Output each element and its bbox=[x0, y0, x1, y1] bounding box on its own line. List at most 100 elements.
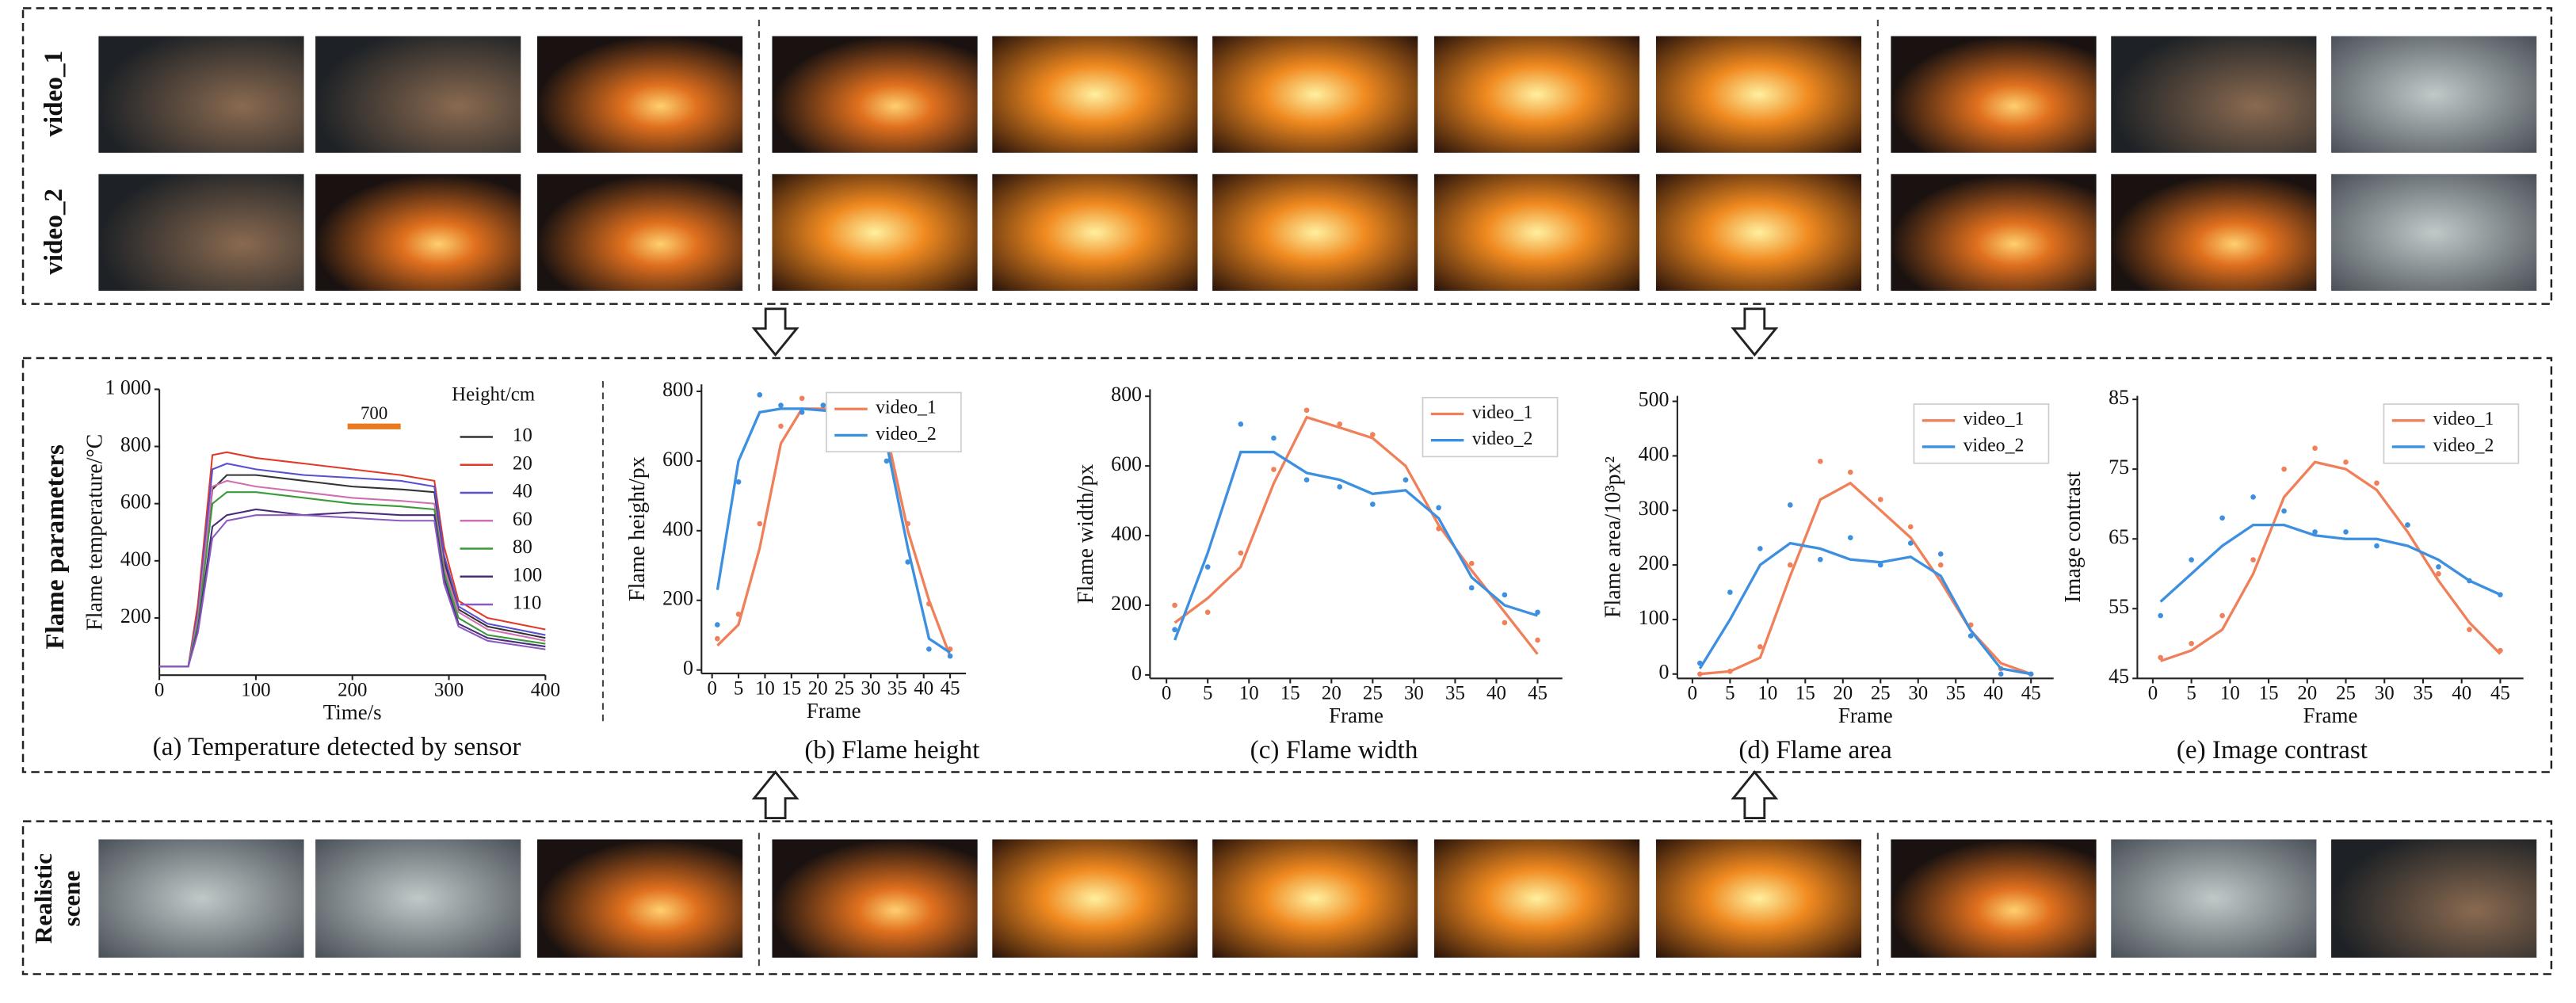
y-tick-label: 1 000 bbox=[105, 376, 151, 399]
data-point bbox=[778, 423, 784, 429]
photo bbox=[98, 839, 304, 958]
data-point bbox=[2467, 627, 2472, 632]
y-tick-label: 400 bbox=[1111, 522, 1142, 545]
data-point bbox=[2343, 460, 2349, 465]
row-label: video_2 bbox=[39, 189, 68, 275]
x-axis-label: Frame bbox=[1329, 704, 1383, 727]
data-point bbox=[2467, 578, 2472, 584]
legend-label: 80 bbox=[513, 536, 532, 558]
y-axis-label: Flame area/10³px² bbox=[1601, 456, 1626, 618]
data-point bbox=[1757, 644, 1763, 650]
data-point bbox=[2250, 557, 2256, 563]
legend-label: video_1 bbox=[2433, 409, 2494, 429]
legend-label: 10 bbox=[513, 425, 532, 446]
data-point bbox=[2312, 445, 2318, 452]
caption: (d) Flame area bbox=[1738, 735, 1892, 765]
x-tick-label: 0 bbox=[1688, 683, 1697, 704]
y-tick-label: 200 bbox=[662, 587, 693, 610]
photo bbox=[536, 174, 743, 291]
x-tick-label: 5 bbox=[734, 678, 743, 700]
x-tick-label: 45 bbox=[1528, 683, 1548, 704]
data-point bbox=[2498, 592, 2503, 597]
y-tick-label: 65 bbox=[2109, 525, 2129, 548]
x-tick-label: 0 bbox=[2148, 683, 2158, 704]
photo bbox=[536, 839, 743, 958]
x-tick-label: 15 bbox=[2259, 683, 2279, 704]
data-point bbox=[2219, 612, 2225, 619]
series-line bbox=[1174, 450, 1538, 641]
data-point bbox=[1817, 458, 1823, 464]
legend-label: 20 bbox=[513, 452, 532, 474]
x-tick-label: 45 bbox=[941, 678, 960, 700]
y-axis-label: Image contrast bbox=[2061, 471, 2086, 603]
data-point bbox=[2498, 647, 2503, 654]
data-point bbox=[1847, 469, 1853, 475]
data-point bbox=[2158, 654, 2163, 661]
data-point bbox=[1436, 525, 1441, 532]
photo bbox=[1891, 36, 2097, 153]
data-point bbox=[1697, 671, 1703, 677]
data-point bbox=[2250, 494, 2256, 500]
photo bbox=[536, 36, 743, 153]
series-line bbox=[1698, 541, 2032, 676]
y-tick-label: 55 bbox=[2109, 595, 2129, 618]
photo bbox=[2111, 174, 2317, 291]
data-point bbox=[715, 635, 720, 642]
legend-title: Height/cm bbox=[452, 383, 535, 405]
arrow-down bbox=[751, 307, 800, 357]
y-tick-label: 45 bbox=[2109, 665, 2129, 688]
data-point bbox=[1877, 497, 1883, 502]
data-point bbox=[2374, 543, 2379, 549]
data-point bbox=[2189, 557, 2194, 563]
data-point bbox=[1370, 432, 1376, 437]
arrow-up bbox=[1731, 770, 1779, 819]
data-point bbox=[1788, 562, 1793, 568]
data-point bbox=[2405, 522, 2410, 528]
top-panel bbox=[21, 7, 2553, 305]
photo bbox=[98, 174, 304, 291]
y-tick-label: 200 bbox=[120, 604, 151, 627]
legend-box bbox=[826, 391, 962, 453]
legend-box bbox=[1913, 403, 2050, 464]
legend-label: video_1 bbox=[876, 398, 937, 418]
data-point bbox=[1337, 484, 1343, 490]
x-tick-label: 35 bbox=[2414, 683, 2433, 704]
y-tick-label: 300 bbox=[1639, 497, 1670, 520]
x-tick-label: 40 bbox=[914, 678, 933, 700]
data-point bbox=[1238, 550, 1244, 556]
photo bbox=[2331, 36, 2537, 153]
data-point bbox=[1535, 637, 1540, 643]
x-tick-label: 30 bbox=[1908, 683, 1928, 704]
photo bbox=[772, 174, 978, 291]
x-axis-label: Time/s bbox=[323, 700, 382, 724]
x-tick-label: 10 bbox=[755, 678, 775, 700]
data-point bbox=[1303, 477, 1310, 483]
data-point bbox=[926, 646, 932, 652]
data-point bbox=[2281, 466, 2287, 472]
photo bbox=[315, 174, 521, 291]
y-tick-label: 800 bbox=[120, 433, 151, 456]
middle-panel bbox=[21, 357, 2553, 773]
x-tick-label: 20 bbox=[808, 678, 828, 700]
data-point bbox=[1535, 609, 1540, 616]
data-point bbox=[1436, 505, 1441, 511]
y-tick-label: 600 bbox=[120, 490, 151, 513]
data-point bbox=[1967, 633, 1974, 639]
x-tick-label: 5 bbox=[1203, 683, 1212, 704]
data-point bbox=[757, 392, 763, 398]
caption: (e) Image contrast bbox=[2177, 735, 2368, 765]
data-point bbox=[1468, 560, 1475, 566]
series-line bbox=[159, 479, 546, 668]
photo bbox=[2331, 839, 2537, 958]
data-point bbox=[2436, 564, 2441, 570]
data-point bbox=[1937, 562, 1944, 568]
data-point bbox=[1757, 546, 1763, 551]
y-tick-label: 600 bbox=[662, 448, 693, 471]
data-point bbox=[2281, 508, 2287, 514]
x-tick-label: 5 bbox=[1725, 683, 1735, 704]
data-point bbox=[1937, 551, 1944, 557]
y-tick-label: 200 bbox=[1639, 551, 1670, 574]
data-point bbox=[2028, 671, 2034, 677]
y-tick-label: 500 bbox=[1639, 388, 1670, 411]
photo bbox=[1891, 174, 2097, 291]
